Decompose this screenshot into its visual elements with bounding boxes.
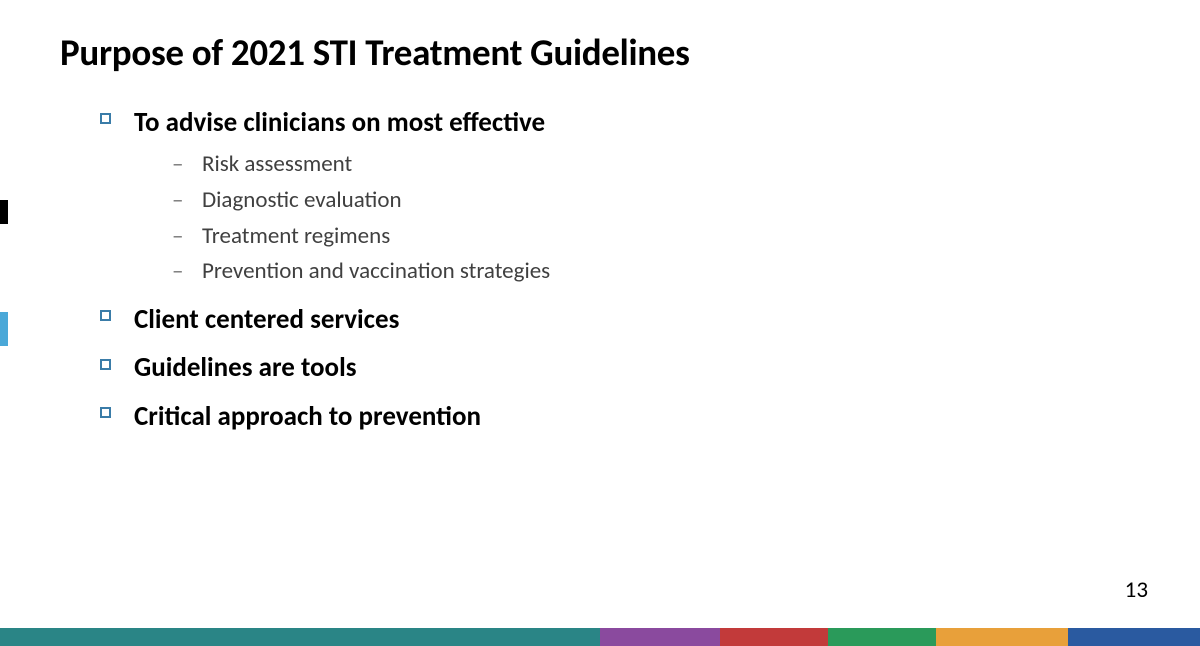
footer-segment: [828, 628, 936, 646]
sub-text: Prevention and vaccination strategies: [202, 257, 550, 285]
footer-segment: [936, 628, 1068, 646]
sub-text: Diagnostic evaluation: [202, 186, 402, 214]
left-tab-segment: [0, 200, 8, 224]
left-tab-segment: [0, 224, 8, 312]
bullet-text: Guidelines are tools: [134, 350, 1140, 386]
sub-list: –Risk assessment –Diagnostic evaluation …: [134, 147, 1140, 290]
list-item: To advise clinicians on most effective –…: [100, 105, 1140, 290]
footer-segment: [0, 628, 600, 646]
sub-text: Risk assessment: [202, 150, 352, 178]
sub-item: –Treatment regimens: [172, 219, 1140, 255]
list-item: Guidelines are tools: [100, 350, 1140, 386]
dash-bullet-icon: –: [172, 219, 183, 255]
slide: Purpose of 2021 STI Treatment Guidelines…: [0, 0, 1200, 646]
bullet-text: Critical approach to prevention: [134, 399, 1140, 435]
list-item: Critical approach to prevention: [100, 399, 1140, 435]
page-number: 13: [1125, 576, 1148, 604]
bullet-text: Client centered services: [134, 302, 1140, 338]
footer-segment: [600, 628, 720, 646]
square-bullet-icon: [100, 310, 111, 321]
slide-title: Purpose of 2021 STI Treatment Guidelines: [60, 30, 1140, 75]
square-bullet-icon: [100, 359, 111, 370]
sub-item: –Prevention and vaccination strategies: [172, 254, 1140, 290]
sub-text: Treatment regimens: [202, 222, 390, 250]
footer-color-stripe: [0, 628, 1200, 646]
bullet-text: To advise clinicians on most effective: [134, 105, 1140, 141]
bullet-list: To advise clinicians on most effective –…: [60, 105, 1140, 435]
footer-segment: [720, 628, 828, 646]
sub-item: –Diagnostic evaluation: [172, 183, 1140, 219]
left-edge-tabs: [0, 200, 8, 346]
left-tab-segment: [0, 312, 8, 346]
list-item: Client centered services: [100, 302, 1140, 338]
dash-bullet-icon: –: [172, 147, 183, 183]
dash-bullet-icon: –: [172, 254, 183, 290]
square-bullet-icon: [100, 407, 111, 418]
square-bullet-icon: [100, 113, 111, 124]
dash-bullet-icon: –: [172, 183, 183, 219]
sub-item: –Risk assessment: [172, 147, 1140, 183]
footer-segment: [1068, 628, 1200, 646]
